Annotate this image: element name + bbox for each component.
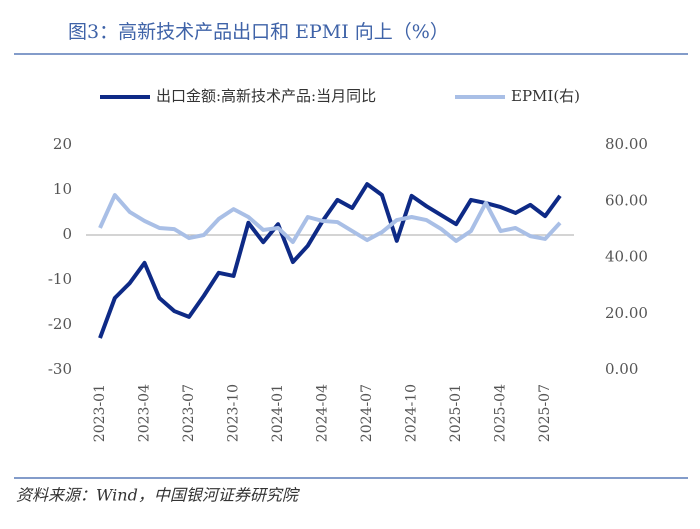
x-tick-label: 2025-04 [493,384,509,442]
x-tick-label: 2024-04 [315,384,331,442]
x-tick-label: 2023-01 [92,384,108,442]
series-line [98,193,562,245]
y2-tick-label: 40.00 [605,248,648,266]
chart-title: 图3：高新技术产品出口和 EPMI 向上（%） [68,21,449,43]
y-tick-label: 10 [53,180,72,198]
x-tick-label: 2023-04 [137,384,153,442]
x-tick-label: 2024-10 [404,384,420,442]
x-tick-label: 2024-07 [359,384,375,442]
y2-tick-label: 60.00 [605,191,648,209]
y2-tick-label: 80.00 [605,135,648,153]
legend-label: EPMI(右) [511,87,580,105]
legend-label: 出口金额:高新技术产品:当月同比 [156,87,376,105]
y-tick-label: -20 [48,315,72,333]
series-line [98,182,562,339]
x-tick-label: 2023-10 [226,384,242,442]
y-tick-label: -10 [48,270,72,288]
x-tick-label: 2025-07 [537,384,553,442]
source: 资料来源：Wind，中国银河证券研究院 [16,486,301,505]
x-tick-label: 2025-01 [448,384,464,442]
y-tick-label: 20 [53,135,72,153]
y2-tick-label: 20.00 [605,304,648,322]
y2-tick-label: 0.00 [605,360,638,378]
x-tick-label: 2024-01 [270,384,286,442]
x-tick-label: 2023-07 [181,384,197,442]
y-tick-label: 0 [62,225,72,243]
y-tick-label: -30 [48,360,72,378]
